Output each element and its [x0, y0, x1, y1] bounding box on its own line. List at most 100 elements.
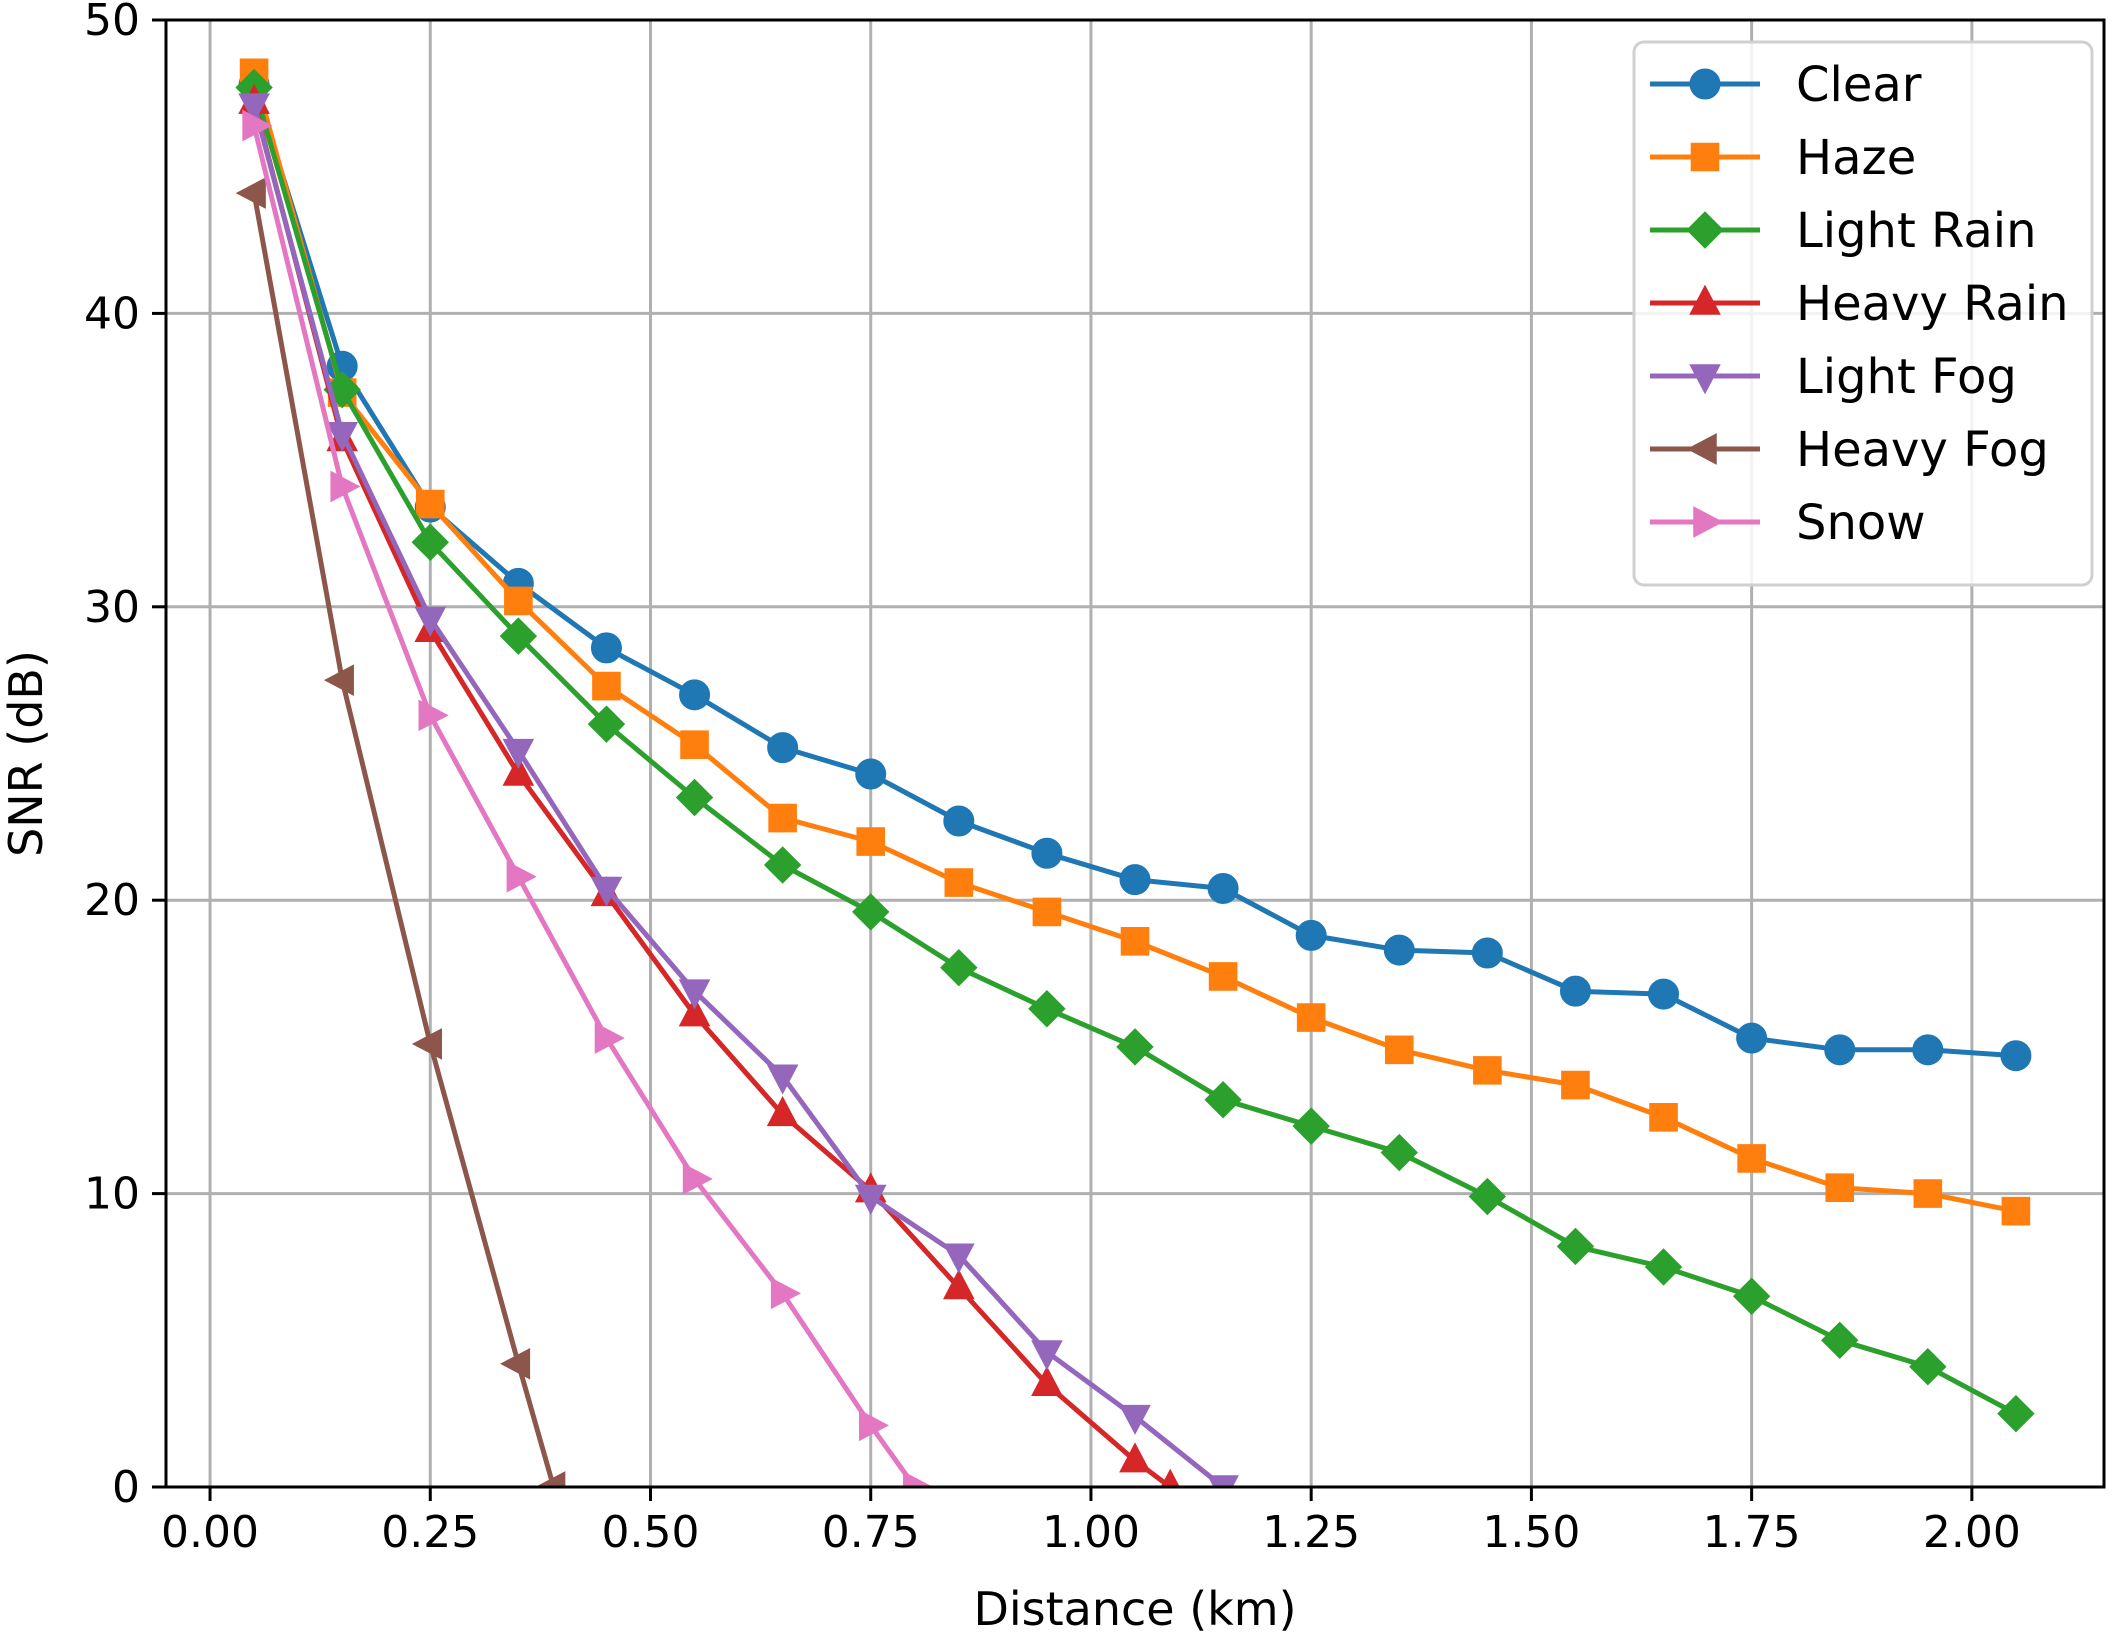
legend-entry-heavy-fog: Heavy Fog: [1650, 422, 2049, 478]
data-point-light-fog-2: [414, 606, 447, 637]
data-point-light-fog-10: [1119, 1404, 1151, 1435]
data-point-heavy-fog-4: [535, 1471, 566, 1487]
x-axis-label: Distance (km): [973, 1582, 1296, 1634]
legend-marker-haze: [1690, 142, 1720, 172]
legend-entry-light-rain: Light Rain: [1650, 203, 2037, 259]
data-point-haze-6: [768, 803, 797, 833]
x-tick-label-0-00: 0.00: [161, 1507, 259, 1558]
data-point-heavy-rain-8: [942, 1269, 975, 1300]
legend-marker-snow: [1693, 506, 1724, 538]
series-line-heavy-fog: [251, 192, 557, 1487]
data-point-light-rain-2: [411, 523, 449, 561]
data-point-heavy-fog-1: [323, 664, 354, 696]
y-tick-label-0: 0: [112, 1462, 140, 1513]
legend-entry-clear: Clear: [1650, 57, 1922, 113]
data-point-haze-8: [944, 868, 974, 897]
data-point-snow-3: [506, 860, 537, 893]
data-point-light-rain-3: [499, 617, 538, 655]
data-point-light-rain-6: [763, 846, 802, 884]
data-point-clear-8: [943, 805, 975, 837]
data-point-light-fog-0: [238, 93, 270, 124]
data-point-heavy-fog-2: [411, 1028, 443, 1060]
data-point-light-rain-11: [1204, 1081, 1242, 1119]
data-point-clear-6: [767, 732, 799, 764]
y-tick-label-40: 40: [84, 288, 140, 339]
legend-marker-clear: [1689, 68, 1721, 100]
data-point-light-fog-6: [766, 1064, 799, 1095]
x-tick-label-0-75: 0.75: [822, 1507, 920, 1558]
data-point-snow-0: [242, 109, 273, 142]
data-point-light-rain-14: [1468, 1177, 1507, 1216]
data-point-heavy-fog-3: [500, 1347, 531, 1380]
legend-marker-light-fog: [1689, 364, 1721, 395]
data-point-clear-19: [1912, 1034, 1944, 1066]
legend-marker-heavy-rain: [1689, 284, 1721, 315]
legend-label-clear: Clear: [1796, 57, 1922, 113]
data-point-snow-5: [682, 1163, 713, 1195]
data-point-light-rain-7: [852, 893, 890, 931]
data-point-clear-15: [1559, 975, 1591, 1007]
data-point-haze-7: [856, 827, 886, 856]
data-point-light-rain-5: [675, 778, 714, 817]
legend: Clear Haze Light Rain Heavy Rain Light Fog He…: [1632, 40, 2094, 587]
legend-entry-heavy-rain: Heavy Rain: [1650, 276, 2069, 332]
data-point-haze-2: [415, 489, 445, 519]
data-point-haze-10: [1120, 926, 1150, 956]
legend-entry-snow: Snow: [1650, 495, 1926, 551]
data-point-light-rain-15: [1556, 1227, 1595, 1266]
data-point-heavy-rain-9: [1031, 1365, 1063, 1397]
data-point-snow-6: [770, 1277, 801, 1310]
series-line-snow: [251, 125, 917, 1487]
y-tick-label-10: 10: [84, 1169, 140, 1220]
data-point-haze-14: [1473, 1056, 1502, 1085]
data-point-clear-16: [1648, 978, 1680, 1010]
series-light-fog: [238, 93, 1239, 1487]
legend-label-light-rain: Light Rain: [1796, 203, 2037, 259]
plot-series: [235, 58, 2035, 1487]
data-point-light-fog-7: [854, 1184, 887, 1215]
series-heavy-fog: [235, 177, 566, 1487]
data-point-light-rain-12: [1292, 1107, 1330, 1145]
data-point-haze-9: [1032, 897, 1062, 927]
data-point-heavy-rain-11: [1160, 1468, 1180, 1487]
data-point-clear-17: [1736, 1022, 1768, 1054]
x-tick-label-1-75: 1.75: [1703, 1507, 1801, 1558]
data-point-light-fog-3: [502, 738, 535, 769]
data-point-clear-9: [1031, 837, 1063, 869]
data-point-snow-2: [418, 699, 449, 732]
data-point-light-rain-13: [1380, 1133, 1418, 1172]
data-point-light-rain-10: [1116, 1028, 1154, 1066]
x-tick-label-1-00: 1.00: [1042, 1507, 1140, 1558]
data-point-light-rain-18: [1821, 1321, 1859, 1360]
data-point-clear-5: [679, 679, 711, 711]
series-line-light-fog: [251, 104, 1225, 1487]
data-point-light-rain-16: [1644, 1248, 1683, 1286]
legend-label-light-fog: Light Fog: [1796, 349, 2017, 405]
y-tick-label-50: 50: [84, 0, 140, 46]
data-point-haze-13: [1384, 1035, 1414, 1065]
data-point-haze-17: [1737, 1144, 1766, 1173]
legend-label-heavy-rain: Heavy Rain: [1796, 276, 2069, 332]
data-point-haze-4: [592, 671, 621, 701]
data-point-haze-16: [1649, 1103, 1678, 1132]
legend-label-haze: Haze: [1796, 130, 1916, 186]
legend-marker-light-rain: [1686, 211, 1724, 249]
data-point-light-rain-19: [1909, 1347, 1947, 1386]
data-point-clear-10: [1119, 864, 1151, 896]
data-point-snow-8: [903, 1471, 934, 1487]
legend-entry-haze: Haze: [1650, 130, 1916, 186]
series-snow: [242, 109, 934, 1487]
plot-frame: [164, 18, 2106, 1489]
data-point-haze-11: [1208, 962, 1238, 991]
data-point-light-rain-17: [1732, 1277, 1771, 1315]
x-tick-label-0-25: 0.25: [381, 1507, 479, 1558]
x-tick-label-1-25: 1.25: [1262, 1507, 1360, 1558]
x-tick-label-0-50: 0.50: [602, 1507, 700, 1558]
data-point-snow-1: [330, 470, 361, 503]
data-point-haze-3: [504, 586, 533, 616]
legend-label-snow: Snow: [1796, 495, 1926, 551]
data-point-heavy-rain-5: [678, 996, 711, 1027]
